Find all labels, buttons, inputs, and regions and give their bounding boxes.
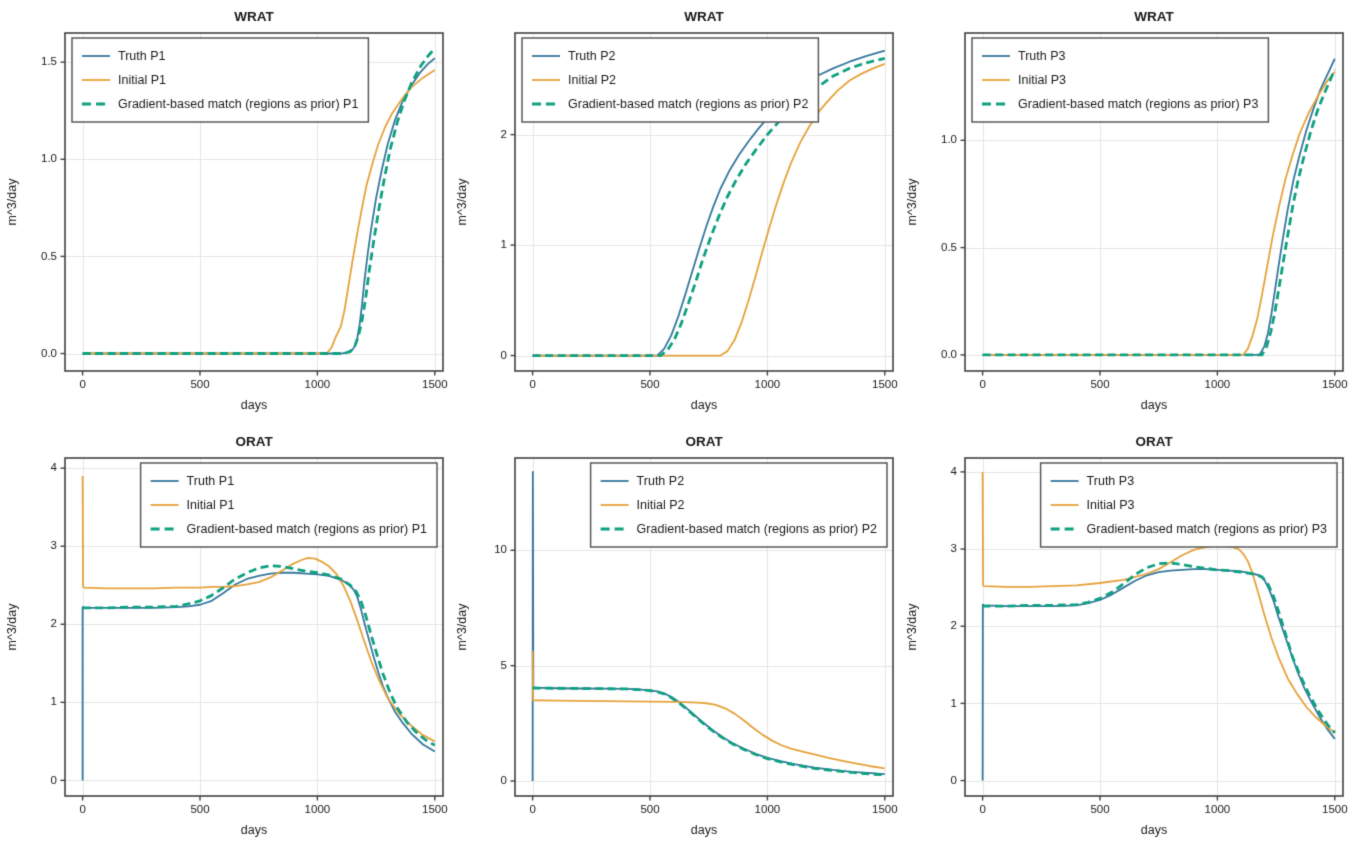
subplot-orat-p1 <box>0 425 450 850</box>
chart-canvas-wrat-p3 <box>900 0 1350 425</box>
subplot-orat-p3 <box>900 425 1350 850</box>
chart-canvas-orat-p2 <box>450 425 900 850</box>
chart-canvas-wrat-p1 <box>0 0 450 425</box>
chart-canvas-wrat-p2 <box>450 0 900 425</box>
chart-canvas-orat-p1 <box>0 425 450 850</box>
chart-canvas-orat-p3 <box>900 425 1350 850</box>
subplot-wrat-p2 <box>450 0 900 425</box>
subplot-wrat-p1 <box>0 0 450 425</box>
subplot-wrat-p3 <box>900 0 1350 425</box>
subplot-orat-p2 <box>450 425 900 850</box>
